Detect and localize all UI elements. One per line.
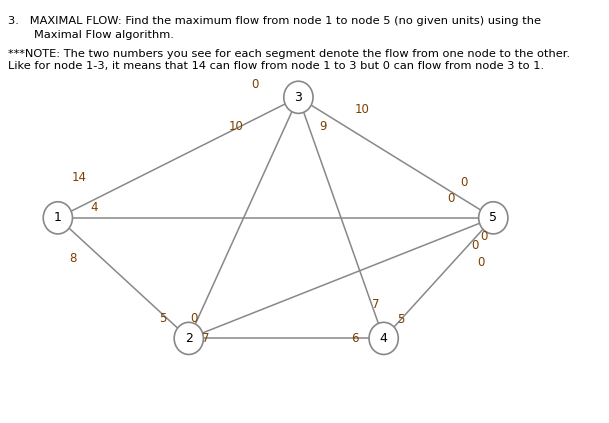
Text: ***NOTE: The two numbers you see for each segment denote the flow from one node : ***NOTE: The two numbers you see for eac… <box>8 49 570 59</box>
Text: 1: 1 <box>54 212 62 224</box>
Text: 3: 3 <box>295 91 302 104</box>
Text: 3.   MAXIMAL FLOW: Find the maximum flow from node 1 to node 5 (no given units) : 3. MAXIMAL FLOW: Find the maximum flow f… <box>8 16 541 26</box>
Text: 7: 7 <box>202 332 209 345</box>
Text: 0: 0 <box>471 239 479 252</box>
Ellipse shape <box>284 81 313 113</box>
Text: 9: 9 <box>319 121 326 133</box>
Ellipse shape <box>479 202 508 234</box>
Ellipse shape <box>174 322 203 354</box>
Text: 0: 0 <box>251 78 258 91</box>
Text: 10: 10 <box>229 121 244 133</box>
Text: 7: 7 <box>372 298 379 311</box>
Text: 5: 5 <box>397 313 404 326</box>
Text: 14: 14 <box>72 171 86 184</box>
Text: Maximal Flow algorithm.: Maximal Flow algorithm. <box>34 30 174 40</box>
Text: 10: 10 <box>355 104 370 116</box>
Ellipse shape <box>369 322 398 354</box>
Text: 0: 0 <box>481 231 488 243</box>
Text: 0: 0 <box>190 312 197 324</box>
Text: 4: 4 <box>91 201 98 214</box>
Text: 8: 8 <box>69 252 77 264</box>
Text: 6: 6 <box>351 332 358 345</box>
Text: 5: 5 <box>489 212 498 224</box>
Text: 4: 4 <box>380 332 387 345</box>
Text: 5: 5 <box>160 312 167 324</box>
Text: 0: 0 <box>447 192 454 205</box>
Text: 2: 2 <box>185 332 192 345</box>
Text: Like for node 1-3, it means that 14 can flow from node 1 to 3 but 0 can flow fro: Like for node 1-3, it means that 14 can … <box>8 61 544 71</box>
Ellipse shape <box>43 202 72 234</box>
Text: 0: 0 <box>460 176 468 189</box>
Text: 0: 0 <box>477 256 485 269</box>
